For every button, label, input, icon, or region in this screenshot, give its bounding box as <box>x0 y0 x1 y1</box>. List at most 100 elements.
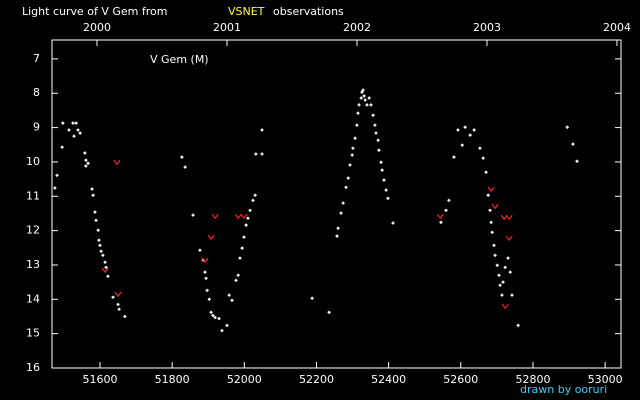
chart-title-suffix: observations <box>273 5 344 18</box>
y-tick-label: 8 <box>33 86 40 99</box>
observation-point <box>571 142 575 146</box>
observation-point <box>203 270 207 274</box>
observation-point <box>391 221 395 225</box>
observation-point <box>463 125 467 129</box>
star-label: V Gem (M) <box>150 53 209 66</box>
upper-limit-marker <box>505 235 513 242</box>
observation-point <box>386 196 390 200</box>
observation-point <box>481 156 485 160</box>
x-tick-label: 51600 <box>82 373 117 386</box>
observation-point <box>379 160 383 164</box>
observation-point <box>575 159 579 163</box>
x-tick-label: 52200 <box>299 373 334 386</box>
observation-point <box>205 288 209 292</box>
observation-point <box>53 186 57 190</box>
observation-point <box>439 220 443 224</box>
observation-point <box>365 103 369 107</box>
observation-point <box>344 185 348 189</box>
observation-point <box>357 103 361 107</box>
observation-point <box>71 121 75 125</box>
observation-point <box>83 151 87 155</box>
observation-point <box>99 249 103 253</box>
observation-point <box>492 243 496 247</box>
upper-limit-marker <box>114 291 122 298</box>
observation-point <box>251 198 255 202</box>
observation-point <box>72 134 76 138</box>
observation-point <box>116 302 120 306</box>
observation-point <box>361 88 365 92</box>
x2-tick-label: 2002 <box>343 21 371 34</box>
observation-point <box>384 188 388 192</box>
observation-point <box>339 211 343 215</box>
observation-point <box>84 158 88 162</box>
x-tick-label: 53000 <box>588 373 623 386</box>
observation-point <box>377 148 381 152</box>
upper-limit-marker <box>201 257 209 264</box>
chart-title: Light curve of V Gem from <box>22 5 168 18</box>
upper-limit-marker <box>240 213 248 220</box>
upper-limit-marker <box>505 214 513 221</box>
observation-point <box>498 283 502 287</box>
observation-point <box>510 293 514 297</box>
plot-frame <box>51 39 622 369</box>
observation-point <box>360 90 364 94</box>
upper-limit-marker <box>491 203 499 210</box>
y-tick-label: 11 <box>26 189 40 202</box>
observation-point <box>230 298 234 302</box>
observation-point <box>238 256 242 260</box>
x2-tick-label: 2003 <box>473 21 501 34</box>
observation-point <box>101 253 105 257</box>
upper-limit-marker <box>487 186 495 193</box>
observation-point <box>254 152 258 156</box>
observation-point <box>183 165 187 169</box>
observation-point <box>103 260 107 264</box>
observation-point <box>310 296 314 300</box>
observation-point <box>76 128 80 132</box>
upper-limit-marker <box>113 159 121 166</box>
upper-limit-marker <box>101 267 109 274</box>
observation-point <box>55 173 59 177</box>
observation-point <box>353 136 357 140</box>
observation-point <box>248 208 252 212</box>
upper-limit-marker <box>436 213 444 220</box>
observation-point <box>335 234 339 238</box>
observation-point <box>242 235 246 239</box>
observation-point <box>217 317 221 321</box>
x-tick-label: 51800 <box>155 373 190 386</box>
observation-point <box>346 176 350 180</box>
observation-point <box>371 113 375 117</box>
observation-point <box>444 208 448 212</box>
observation-point <box>508 270 512 274</box>
observation-point <box>90 187 94 191</box>
observation-point <box>97 238 101 242</box>
observation-point <box>376 138 380 142</box>
observation-point <box>373 123 377 127</box>
x2-tick-label: 2001 <box>213 21 241 34</box>
y-tick-label: 13 <box>26 258 40 271</box>
observation-point <box>253 193 257 197</box>
observation-point <box>60 145 64 149</box>
y-tick-label: 14 <box>26 292 40 305</box>
observation-point <box>489 220 493 224</box>
observation-point <box>497 273 501 277</box>
chart-title-highlight: VSNET <box>228 5 265 18</box>
observation-point <box>516 323 520 327</box>
observation-point <box>227 293 231 297</box>
x2-tick-label: 2004 <box>603 21 631 34</box>
observation-point <box>123 314 127 318</box>
x-tick-label: 52800 <box>515 373 550 386</box>
observation-point <box>117 307 121 311</box>
observation-point <box>350 153 354 157</box>
observation-point <box>495 263 499 267</box>
upper-limit-marker <box>234 213 242 220</box>
observation-point <box>209 310 213 314</box>
observation-point <box>260 152 264 156</box>
observation-point <box>61 121 65 125</box>
x-tick-label: 52400 <box>371 373 406 386</box>
observation-point <box>98 243 102 247</box>
upper-limit-marker <box>501 303 509 310</box>
observation-point <box>363 98 367 102</box>
x-tick-label: 52000 <box>227 373 262 386</box>
observation-point <box>490 230 494 234</box>
observation-point <box>260 128 264 132</box>
